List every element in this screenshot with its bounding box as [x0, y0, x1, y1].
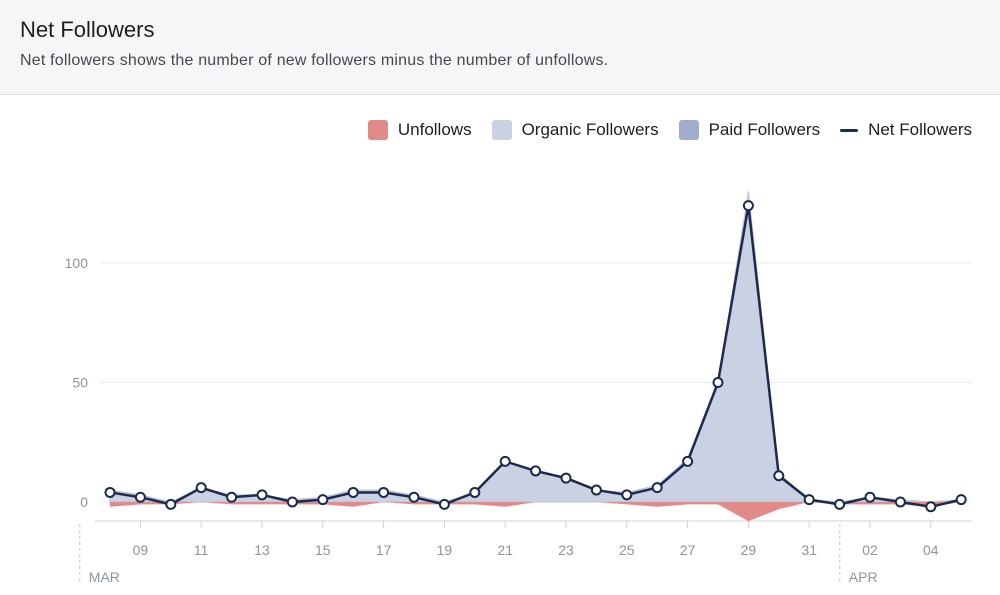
- net-followers-point: [499, 455, 511, 467]
- net-followers-point: [894, 496, 906, 508]
- legend-label-paid-followers: Paid Followers: [708, 120, 821, 139]
- net-followers-point: [408, 491, 420, 503]
- net-followers-point: [134, 491, 146, 503]
- legend-label-organic-followers: Organic Followers: [521, 120, 659, 139]
- x-tick-label: 31: [801, 542, 817, 558]
- x-tick-label: 11: [194, 542, 209, 558]
- x-tick-label: 23: [558, 542, 574, 558]
- legend-label-unfollows: Unfollows: [397, 120, 472, 139]
- area-unfollows: [110, 502, 962, 522]
- legend-swatch-net-followers: [840, 128, 859, 132]
- net-followers-point: [226, 491, 238, 503]
- month-label: MAR: [89, 569, 120, 585]
- x-tick-label: 21: [497, 542, 513, 558]
- net-followers-point: [317, 494, 329, 506]
- legend-item-paid-followers[interactable]: Paid Followers: [678, 120, 821, 140]
- net-followers-point: [925, 501, 937, 513]
- net-followers-point: [195, 482, 207, 494]
- x-tick-label: 25: [619, 542, 635, 558]
- x-tick-label: 04: [923, 542, 939, 558]
- page-title: Net Followers: [20, 17, 155, 42]
- y-tick-label: 0: [80, 494, 88, 510]
- net-followers-point: [378, 486, 390, 498]
- area-organic-followers: [109, 191, 962, 503]
- net-followers-point: [773, 470, 785, 482]
- line-net-followers: [109, 204, 962, 509]
- x-tick-label: 09: [133, 542, 149, 558]
- net-followers-point: [682, 455, 694, 467]
- x-tick-label: 27: [680, 542, 696, 558]
- net-followers-point: [347, 486, 359, 498]
- net-followers-point: [742, 200, 754, 212]
- legend-item-unfollows[interactable]: Unfollows: [367, 120, 472, 140]
- net-followers-point: [803, 494, 815, 506]
- net-followers-point: [104, 486, 116, 498]
- x-tick-label: 13: [254, 542, 270, 558]
- x-tick-label: 19: [437, 542, 453, 558]
- y-tick-label: 50: [72, 375, 88, 391]
- net-followers-point: [651, 482, 663, 494]
- net-followers-point: [438, 498, 450, 510]
- net-followers-point: [469, 486, 481, 498]
- net-followers-point: [864, 491, 876, 503]
- y-tick-label: 100: [65, 255, 89, 271]
- legend-swatch-unfollows: [367, 120, 388, 140]
- legend-label-net-followers: Net Followers: [868, 120, 972, 139]
- x-tick-label: 29: [741, 542, 757, 558]
- net-followers-point: [590, 484, 602, 496]
- chart-legend: Unfollows Organic Followers Paid Followe…: [348, 120, 972, 140]
- net-followers-point: [165, 498, 177, 510]
- x-tick-label: 17: [376, 542, 392, 558]
- net-followers-point: [256, 489, 268, 501]
- month-label: APR: [849, 569, 878, 585]
- net-followers-point: [621, 489, 633, 501]
- net-followers-point: [530, 465, 542, 477]
- net-followers-point: [286, 496, 298, 508]
- net-followers-point: [712, 377, 724, 388]
- legend-swatch-organic-followers: [491, 120, 512, 140]
- net-followers-point: [560, 472, 572, 484]
- net-followers-point: [834, 498, 846, 510]
- net-followers-point: [955, 494, 967, 506]
- x-tick-label: 02: [862, 542, 878, 558]
- page-subtitle: Net followers shows the number of new fo…: [20, 52, 609, 69]
- chart-header: Net Followers Net followers shows the nu…: [0, 0, 1000, 95]
- x-tick-label: 15: [315, 542, 331, 558]
- legend-swatch-paid-followers: [678, 120, 699, 140]
- legend-item-organic-followers[interactable]: Organic Followers: [491, 120, 659, 140]
- legend-item-net-followers[interactable]: Net Followers: [840, 120, 972, 140]
